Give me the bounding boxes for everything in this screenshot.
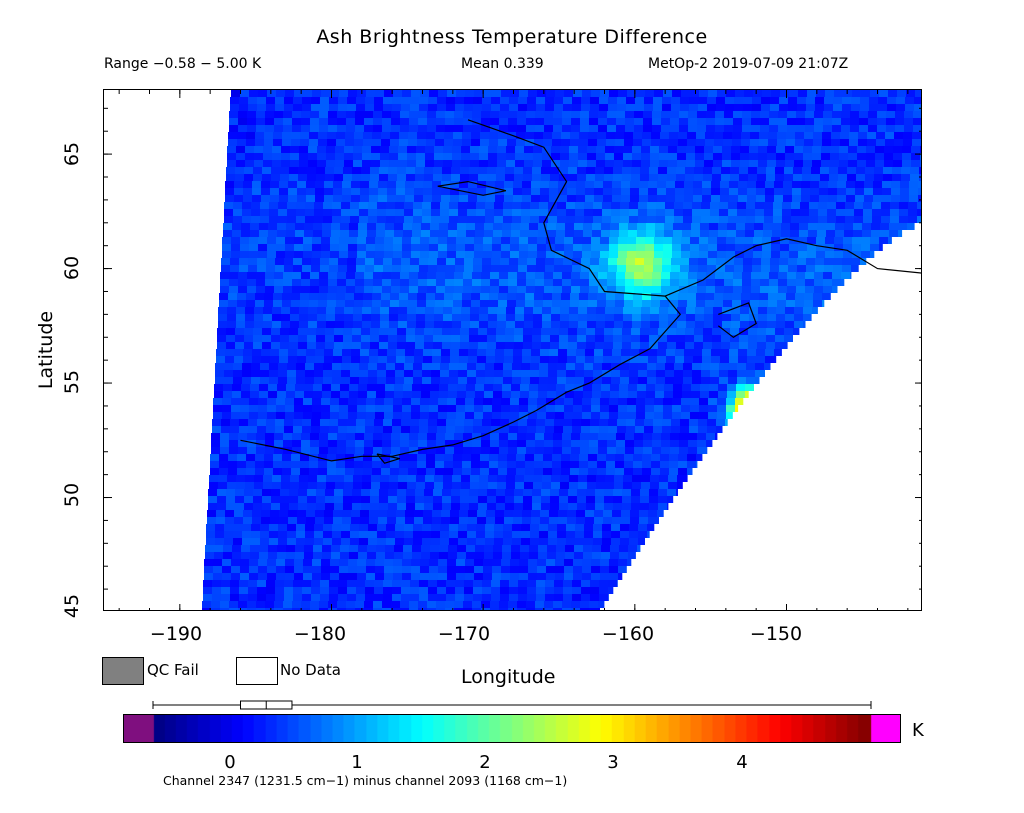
no-data-label: No Data: [280, 661, 341, 679]
value-range-label: Range −0.58 − 5.00 K: [104, 56, 262, 72]
colorbar-unit: K: [912, 720, 924, 741]
y-axis-label: Latitude: [35, 310, 57, 390]
ash-btd-swath: [202, 90, 921, 610]
distribution-boxplot: [152, 700, 872, 710]
x-tick-label: −190: [149, 623, 203, 645]
y-tick-label: 55: [61, 369, 83, 395]
qc-fail-label: QC Fail: [147, 661, 199, 679]
y-tick-label: 60: [61, 255, 83, 281]
mean-label: Mean 0.339: [461, 56, 544, 72]
coastline: [664, 238, 921, 297]
chart-title: Ash Brightness Temperature Difference: [316, 26, 708, 48]
coastline: [376, 453, 400, 464]
coastline: [437, 180, 507, 196]
colorbar-tick-label: 1: [351, 752, 363, 773]
coastline: [240, 391, 567, 462]
map-plot-area: [103, 89, 922, 611]
x-tick-label: −150: [749, 623, 803, 645]
colorbar-tick-label: 4: [736, 752, 748, 773]
colorbar-tick-label: 2: [479, 752, 491, 773]
colorbar: [123, 714, 901, 743]
satellite-time-label: MetOp-2 2019-07-09 21:07Z: [648, 56, 849, 72]
colorbar-tick-label: 0: [224, 752, 236, 773]
coastline: [717, 302, 757, 339]
channel-caption: Channel 2347 (1231.5 cm−1) minus channel…: [163, 773, 568, 788]
qc-fail-swatch: [102, 657, 144, 685]
x-tick-label: −170: [437, 623, 491, 645]
coastline: [467, 119, 682, 393]
colorbar-tick-label: 3: [607, 752, 619, 773]
x-tick-label: −180: [293, 623, 347, 645]
map-canvas: [104, 90, 921, 610]
x-tick-label: −160: [601, 623, 655, 645]
y-tick-label: 50: [61, 482, 83, 508]
y-tick-label: 45: [61, 593, 83, 619]
y-tick-label: 65: [61, 141, 83, 167]
x-axis-label: Longitude: [461, 666, 556, 688]
no-data-swatch: [236, 657, 278, 685]
